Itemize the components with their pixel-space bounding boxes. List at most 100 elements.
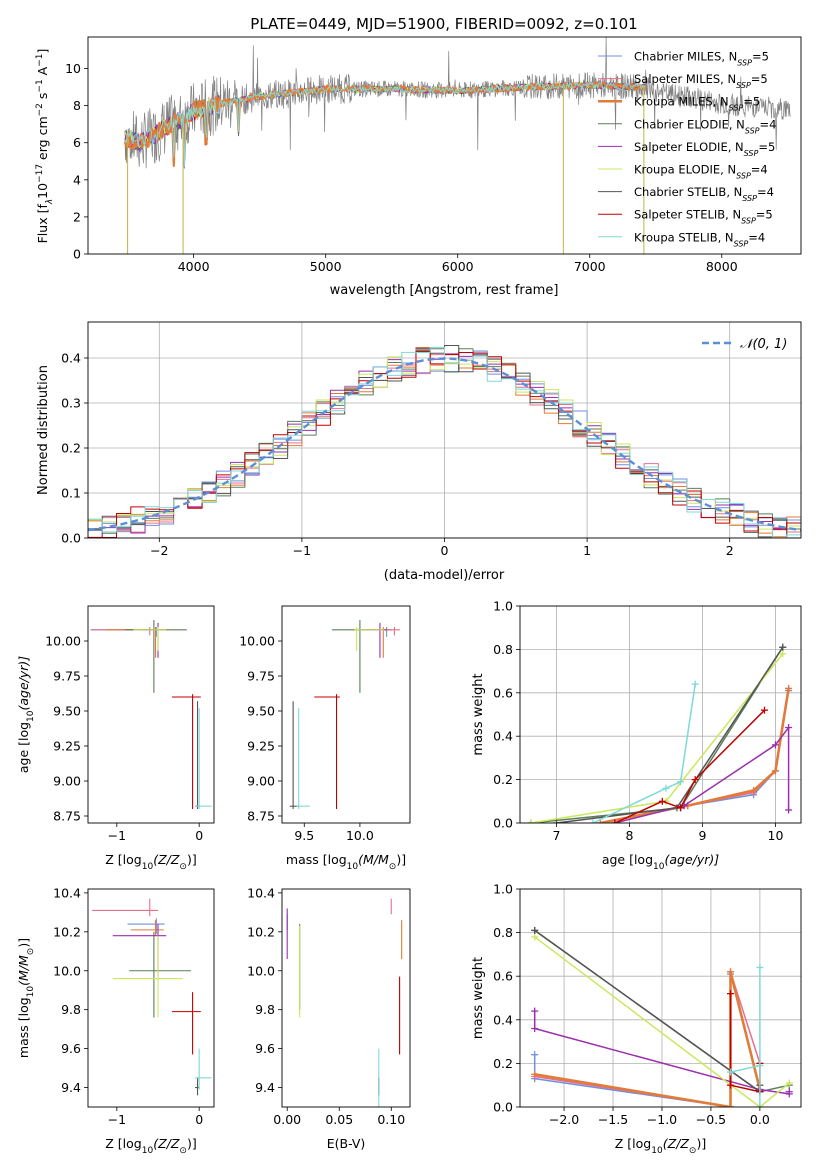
y-tick-label: 9.00 <box>53 774 81 789</box>
panel-Z-age: −1 0 8.75 9.00 9.25 9.50 9.75 10.00 Z [log10(Z/Z… <box>16 605 215 872</box>
weight-marker <box>531 1070 539 1078</box>
axes-frame <box>87 36 802 255</box>
legend-entry: Salpeter ELODIE, NSSP=5 <box>634 140 775 158</box>
axes-frame <box>87 321 802 539</box>
panel-residuals: −2 −1 0 1 2 0.0 0.1 0.2 0.3 0.4 𝒩(0, 1) (data-model… <box>36 321 802 583</box>
y-tick-label: 10.00 <box>239 634 275 649</box>
figure-title: PLATE=0449, MJD=51900, FIBERID=0092, z=0… <box>250 15 637 33</box>
y-tick-label: 9.25 <box>247 739 275 754</box>
weight-series <box>534 936 790 1107</box>
legend-entry: Salpeter STELIB, NSSP=5 <box>634 208 773 226</box>
y-tick-label: 0.0 <box>493 816 513 831</box>
y-tick-label: 2 <box>73 209 81 224</box>
y-tick-label: 9.8 <box>61 1002 81 1017</box>
panel-mass-age: 9.5 10.0 8.75 9.00 9.25 9.50 9.75 10.00 mass [lo… <box>239 605 411 872</box>
x-tick-label: 4000 <box>178 259 210 274</box>
legend-entry: 𝒩(0, 1) <box>740 337 787 352</box>
y-tick-label: 0.4 <box>493 729 513 744</box>
x-tick-label: 0 <box>195 828 203 843</box>
weight-marker <box>531 1007 539 1015</box>
x-tick-label: 0.05 <box>325 1112 353 1127</box>
data-point <box>354 627 385 651</box>
weight-marker <box>785 806 793 814</box>
weight-marker <box>527 819 535 823</box>
weight-marker <box>552 819 560 823</box>
y-tick-label: 0.0 <box>61 531 81 546</box>
x-tick-label: 0.00 <box>273 1112 301 1127</box>
x-tick-label: 9 <box>698 828 706 843</box>
x-axis-label: (data-model)/error <box>384 568 505 583</box>
weight-marker <box>756 1062 764 1070</box>
panel-Z-weight: −2.0 −1.5 −1.0 −0.5 0.0 0.0 0.2 0.4 0.6 0.8 1.0 Z [… <box>471 882 802 1156</box>
residual-histogram <box>88 346 801 538</box>
x-tick-label: 8000 <box>706 259 738 274</box>
y-tick-label: 4 <box>73 172 81 187</box>
panel-EBV-mass: 0.00 0.05 0.10 9.4 9.6 9.8 10.0 10.2 10.4 E(B-V) <box>247 885 411 1151</box>
x-tick-label: 0 <box>195 1112 203 1127</box>
x-axis-label: E(B-V) <box>327 1136 366 1151</box>
data-point <box>112 935 183 1018</box>
data-point <box>129 931 191 1018</box>
data-point <box>172 992 201 1055</box>
axes-frame <box>281 888 411 1108</box>
x-tick-label: −0.5 <box>696 1112 726 1127</box>
y-tick-label: 9.75 <box>247 669 275 684</box>
axes-frame <box>87 605 215 824</box>
y-tick-label: 9.75 <box>53 669 81 684</box>
y-tick-label: 0.6 <box>493 969 513 984</box>
y-axis-label: age [log10(age/yr)] <box>16 656 36 773</box>
weight-marker <box>785 1088 793 1096</box>
y-tick-label: 10.0 <box>247 963 275 978</box>
weight-marker <box>750 786 758 794</box>
y-tick-label: 9.25 <box>53 739 81 754</box>
plot-area <box>520 889 801 1107</box>
weight-marker <box>727 990 735 998</box>
weight-marker <box>756 963 764 971</box>
weight-marker <box>727 1068 735 1076</box>
y-axis-label: mass [log10(M/M⊙)] <box>16 938 36 1058</box>
weight-marker <box>662 784 670 792</box>
axes-frame <box>281 605 411 824</box>
legend-entry: Chabrier ELODIE, NSSP=4 <box>634 117 776 135</box>
y-tick-label: 9.4 <box>61 1080 81 1095</box>
data-point <box>195 1077 200 1096</box>
x-tick-label: −2.0 <box>549 1112 579 1127</box>
y-tick-label: 0.2 <box>493 1056 513 1071</box>
y-tick-label: 0.2 <box>61 441 81 456</box>
y-tick-label: 9.8 <box>255 1002 275 1017</box>
data-point <box>172 694 201 809</box>
legend: Chabrier MILES, NSSP=5 Salpeter MILES, NS… <box>598 50 776 248</box>
data-point <box>195 1048 212 1090</box>
y-tick-label: 9.6 <box>61 1041 81 1056</box>
weight-marker <box>531 926 539 934</box>
y-tick-label: 0.1 <box>61 486 81 501</box>
y-tick-label: 0.4 <box>61 351 81 366</box>
y-tick-label: 9.00 <box>247 774 275 789</box>
plot-area <box>286 898 403 1107</box>
plot-area <box>289 620 400 809</box>
y-tick-label: 0.3 <box>61 396 81 411</box>
weight-marker <box>785 1079 793 1087</box>
x-axis-label: wavelength [Angstrom, rest frame] <box>330 283 559 298</box>
x-axis-label: age [log10(age/yr)] <box>602 852 719 872</box>
axes-frame <box>519 605 802 824</box>
y-tick-label: 6 <box>73 135 81 150</box>
weight-marker <box>727 1103 735 1107</box>
y-tick-label: 10.2 <box>247 924 275 939</box>
weight-marker <box>658 797 666 805</box>
weight-marker <box>531 1051 539 1059</box>
weight-marker <box>677 804 685 812</box>
weight-marker <box>771 767 779 775</box>
legend-entry: Chabrier MILES, NSSP=5 <box>634 50 769 68</box>
weight-marker <box>761 706 769 714</box>
x-tick-label: 1 <box>583 543 591 558</box>
y-tick-label: 8.75 <box>53 809 81 824</box>
y-tick-label: 0 <box>73 247 81 262</box>
x-axis-label: Z [log10(Z/Z⊙)] <box>105 852 196 872</box>
weight-marker <box>771 741 779 749</box>
y-tick-label: 0.4 <box>493 1012 513 1027</box>
legend-entry: Kroupa ELODIE, NSSP=4 <box>634 163 768 181</box>
weight-marker <box>785 724 793 732</box>
panel-spectrum: 4000 5000 6000 7000 8000 0 2 4 6 8 10 Chabrier MILE… <box>35 36 802 298</box>
gaussian-curve <box>88 357 801 532</box>
